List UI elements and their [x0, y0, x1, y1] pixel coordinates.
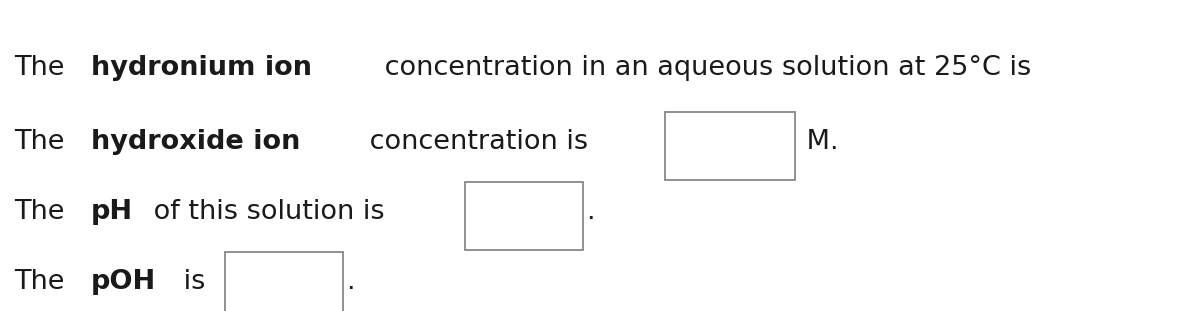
FancyBboxPatch shape [466, 182, 583, 250]
Text: pOH: pOH [91, 269, 156, 295]
Text: .: . [347, 269, 355, 295]
Text: hydroxide ion: hydroxide ion [91, 129, 300, 155]
Text: The: The [14, 55, 73, 81]
Text: pH: pH [91, 199, 133, 225]
Text: is: is [175, 269, 214, 295]
FancyBboxPatch shape [665, 112, 794, 180]
Text: concentration in an aqueous solution at 25°C is: concentration in an aqueous solution at … [376, 55, 1039, 81]
Text: The: The [14, 129, 73, 155]
Text: .: . [587, 199, 595, 225]
Text: The: The [14, 199, 73, 225]
Text: The: The [14, 269, 73, 295]
Text: of this solution is: of this solution is [145, 199, 394, 225]
Text: M.: M. [798, 129, 839, 155]
Text: concentration is: concentration is [361, 129, 596, 155]
FancyBboxPatch shape [226, 252, 343, 311]
Text: hydronium ion: hydronium ion [91, 55, 312, 81]
